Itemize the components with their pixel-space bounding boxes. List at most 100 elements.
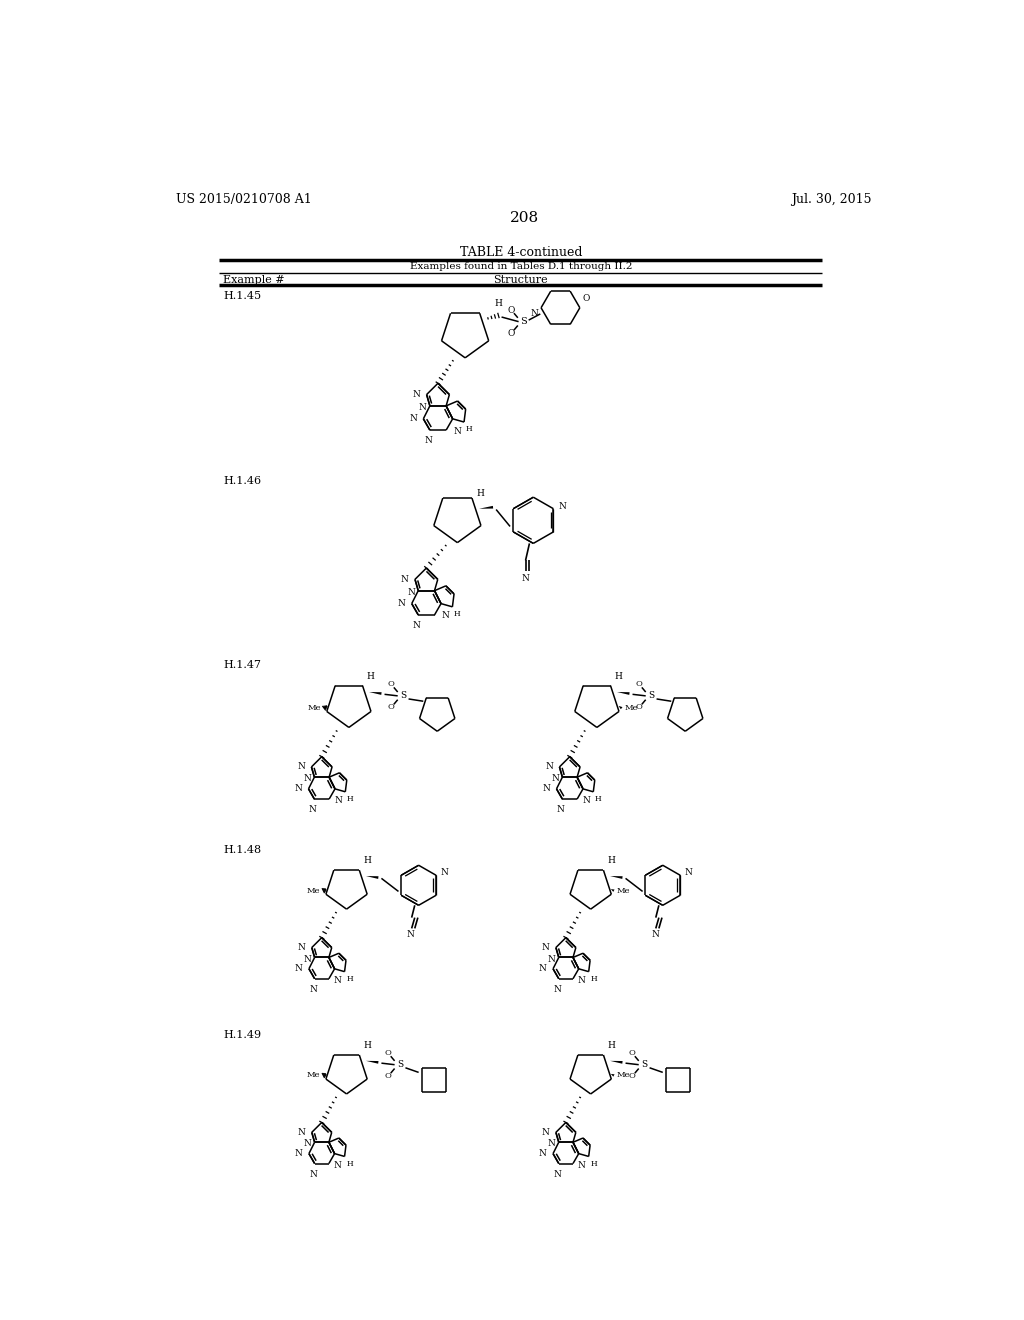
- Text: H: H: [346, 974, 352, 982]
- Text: H: H: [367, 672, 375, 681]
- Text: H: H: [466, 425, 472, 433]
- Polygon shape: [610, 1061, 623, 1064]
- Text: H.1.47: H.1.47: [223, 660, 261, 671]
- Text: H.1.49: H.1.49: [223, 1030, 261, 1040]
- Text: S: S: [520, 317, 526, 326]
- Text: N: N: [334, 796, 342, 805]
- Text: N: N: [684, 869, 692, 878]
- Text: H: H: [607, 857, 615, 866]
- Text: N: N: [539, 965, 547, 973]
- Text: N: N: [298, 942, 305, 952]
- Text: S: S: [648, 692, 654, 701]
- Text: N: N: [334, 977, 341, 985]
- Text: H: H: [477, 488, 484, 498]
- Text: TABLE 4-continued: TABLE 4-continued: [460, 246, 583, 259]
- Text: N: N: [407, 929, 415, 939]
- Text: N: N: [542, 942, 550, 952]
- Text: 208: 208: [510, 211, 540, 224]
- Text: N: N: [557, 805, 565, 814]
- Text: H: H: [364, 857, 372, 866]
- Text: O: O: [384, 1049, 391, 1057]
- Text: N: N: [583, 796, 590, 805]
- Text: N: N: [539, 1150, 547, 1158]
- Text: Me: Me: [625, 704, 638, 713]
- Text: N: N: [413, 622, 421, 630]
- Text: N: N: [304, 954, 311, 964]
- Text: S: S: [400, 692, 407, 701]
- Text: H: H: [595, 795, 601, 803]
- Text: S: S: [641, 1060, 647, 1069]
- Polygon shape: [611, 1074, 614, 1077]
- Text: N: N: [521, 574, 529, 583]
- Text: O: O: [384, 1072, 391, 1080]
- Text: N: N: [397, 599, 406, 609]
- Text: N: N: [440, 869, 449, 878]
- Text: O: O: [635, 680, 642, 688]
- Polygon shape: [479, 506, 494, 508]
- Text: H: H: [346, 1159, 352, 1167]
- Text: N: N: [297, 763, 305, 771]
- Text: N: N: [295, 1150, 303, 1158]
- Text: N: N: [410, 414, 417, 424]
- Text: H: H: [495, 298, 503, 308]
- Text: N: N: [548, 954, 556, 964]
- Text: H: H: [454, 610, 461, 618]
- Text: N: N: [553, 985, 561, 994]
- Text: H.1.48: H.1.48: [223, 845, 261, 855]
- Text: N: N: [304, 1139, 311, 1148]
- Text: N: N: [295, 965, 303, 973]
- Text: N: N: [651, 929, 658, 939]
- Text: S: S: [397, 1060, 403, 1069]
- Text: N: N: [309, 1170, 317, 1179]
- Text: N: N: [295, 784, 302, 793]
- Polygon shape: [366, 1061, 379, 1064]
- Polygon shape: [617, 692, 630, 694]
- Text: H: H: [590, 974, 597, 982]
- Text: Jul. 30, 2015: Jul. 30, 2015: [792, 193, 872, 206]
- Text: N: N: [551, 775, 559, 783]
- Text: Examples found in Tables D.1 through II.2: Examples found in Tables D.1 through II.…: [410, 261, 632, 271]
- Text: N: N: [309, 805, 316, 814]
- Text: O: O: [387, 680, 394, 688]
- Text: O: O: [507, 329, 514, 338]
- Text: N: N: [453, 426, 461, 436]
- Text: H.1.46: H.1.46: [223, 475, 261, 486]
- Text: N: N: [546, 763, 553, 771]
- Text: N: N: [578, 977, 586, 985]
- Text: H: H: [347, 795, 353, 803]
- Text: N: N: [309, 985, 317, 994]
- Text: N: N: [303, 775, 311, 783]
- Text: H: H: [364, 1041, 372, 1051]
- Text: H: H: [590, 1159, 597, 1167]
- Text: N: N: [298, 1127, 305, 1137]
- Polygon shape: [611, 890, 614, 892]
- Text: N: N: [578, 1162, 586, 1170]
- Text: N: N: [542, 1127, 550, 1137]
- Text: N: N: [553, 1170, 561, 1179]
- Polygon shape: [618, 706, 623, 709]
- Text: US 2015/0210708 A1: US 2015/0210708 A1: [176, 193, 311, 206]
- Text: Me: Me: [307, 704, 321, 713]
- Text: Me: Me: [617, 1072, 631, 1080]
- Text: N: N: [334, 1162, 341, 1170]
- Polygon shape: [369, 692, 382, 694]
- Polygon shape: [366, 876, 379, 879]
- Text: N: N: [408, 587, 415, 597]
- Text: O: O: [583, 294, 590, 304]
- Text: H: H: [607, 1041, 615, 1051]
- Text: N: N: [548, 1139, 556, 1148]
- Text: N: N: [413, 389, 421, 399]
- Text: N: N: [401, 574, 409, 583]
- Text: O: O: [629, 1072, 635, 1080]
- Text: N: N: [530, 309, 539, 318]
- Text: N: N: [558, 502, 566, 511]
- Text: Example #: Example #: [223, 276, 285, 285]
- Text: Me: Me: [307, 887, 321, 895]
- Text: H.1.45: H.1.45: [223, 290, 261, 301]
- Text: O: O: [635, 704, 642, 711]
- Text: N: N: [424, 437, 432, 445]
- Text: O: O: [507, 306, 514, 314]
- Text: Me: Me: [307, 1072, 321, 1080]
- Polygon shape: [610, 876, 623, 879]
- Text: N: N: [543, 784, 550, 793]
